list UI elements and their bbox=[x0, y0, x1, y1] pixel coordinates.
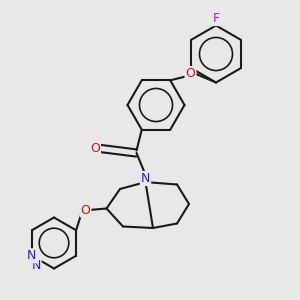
Text: O: O bbox=[90, 142, 100, 155]
Text: N: N bbox=[31, 259, 41, 272]
Text: N: N bbox=[141, 172, 150, 185]
Text: O: O bbox=[186, 67, 195, 80]
Text: F: F bbox=[212, 12, 220, 25]
Text: N: N bbox=[27, 249, 37, 262]
Text: O: O bbox=[81, 203, 90, 217]
